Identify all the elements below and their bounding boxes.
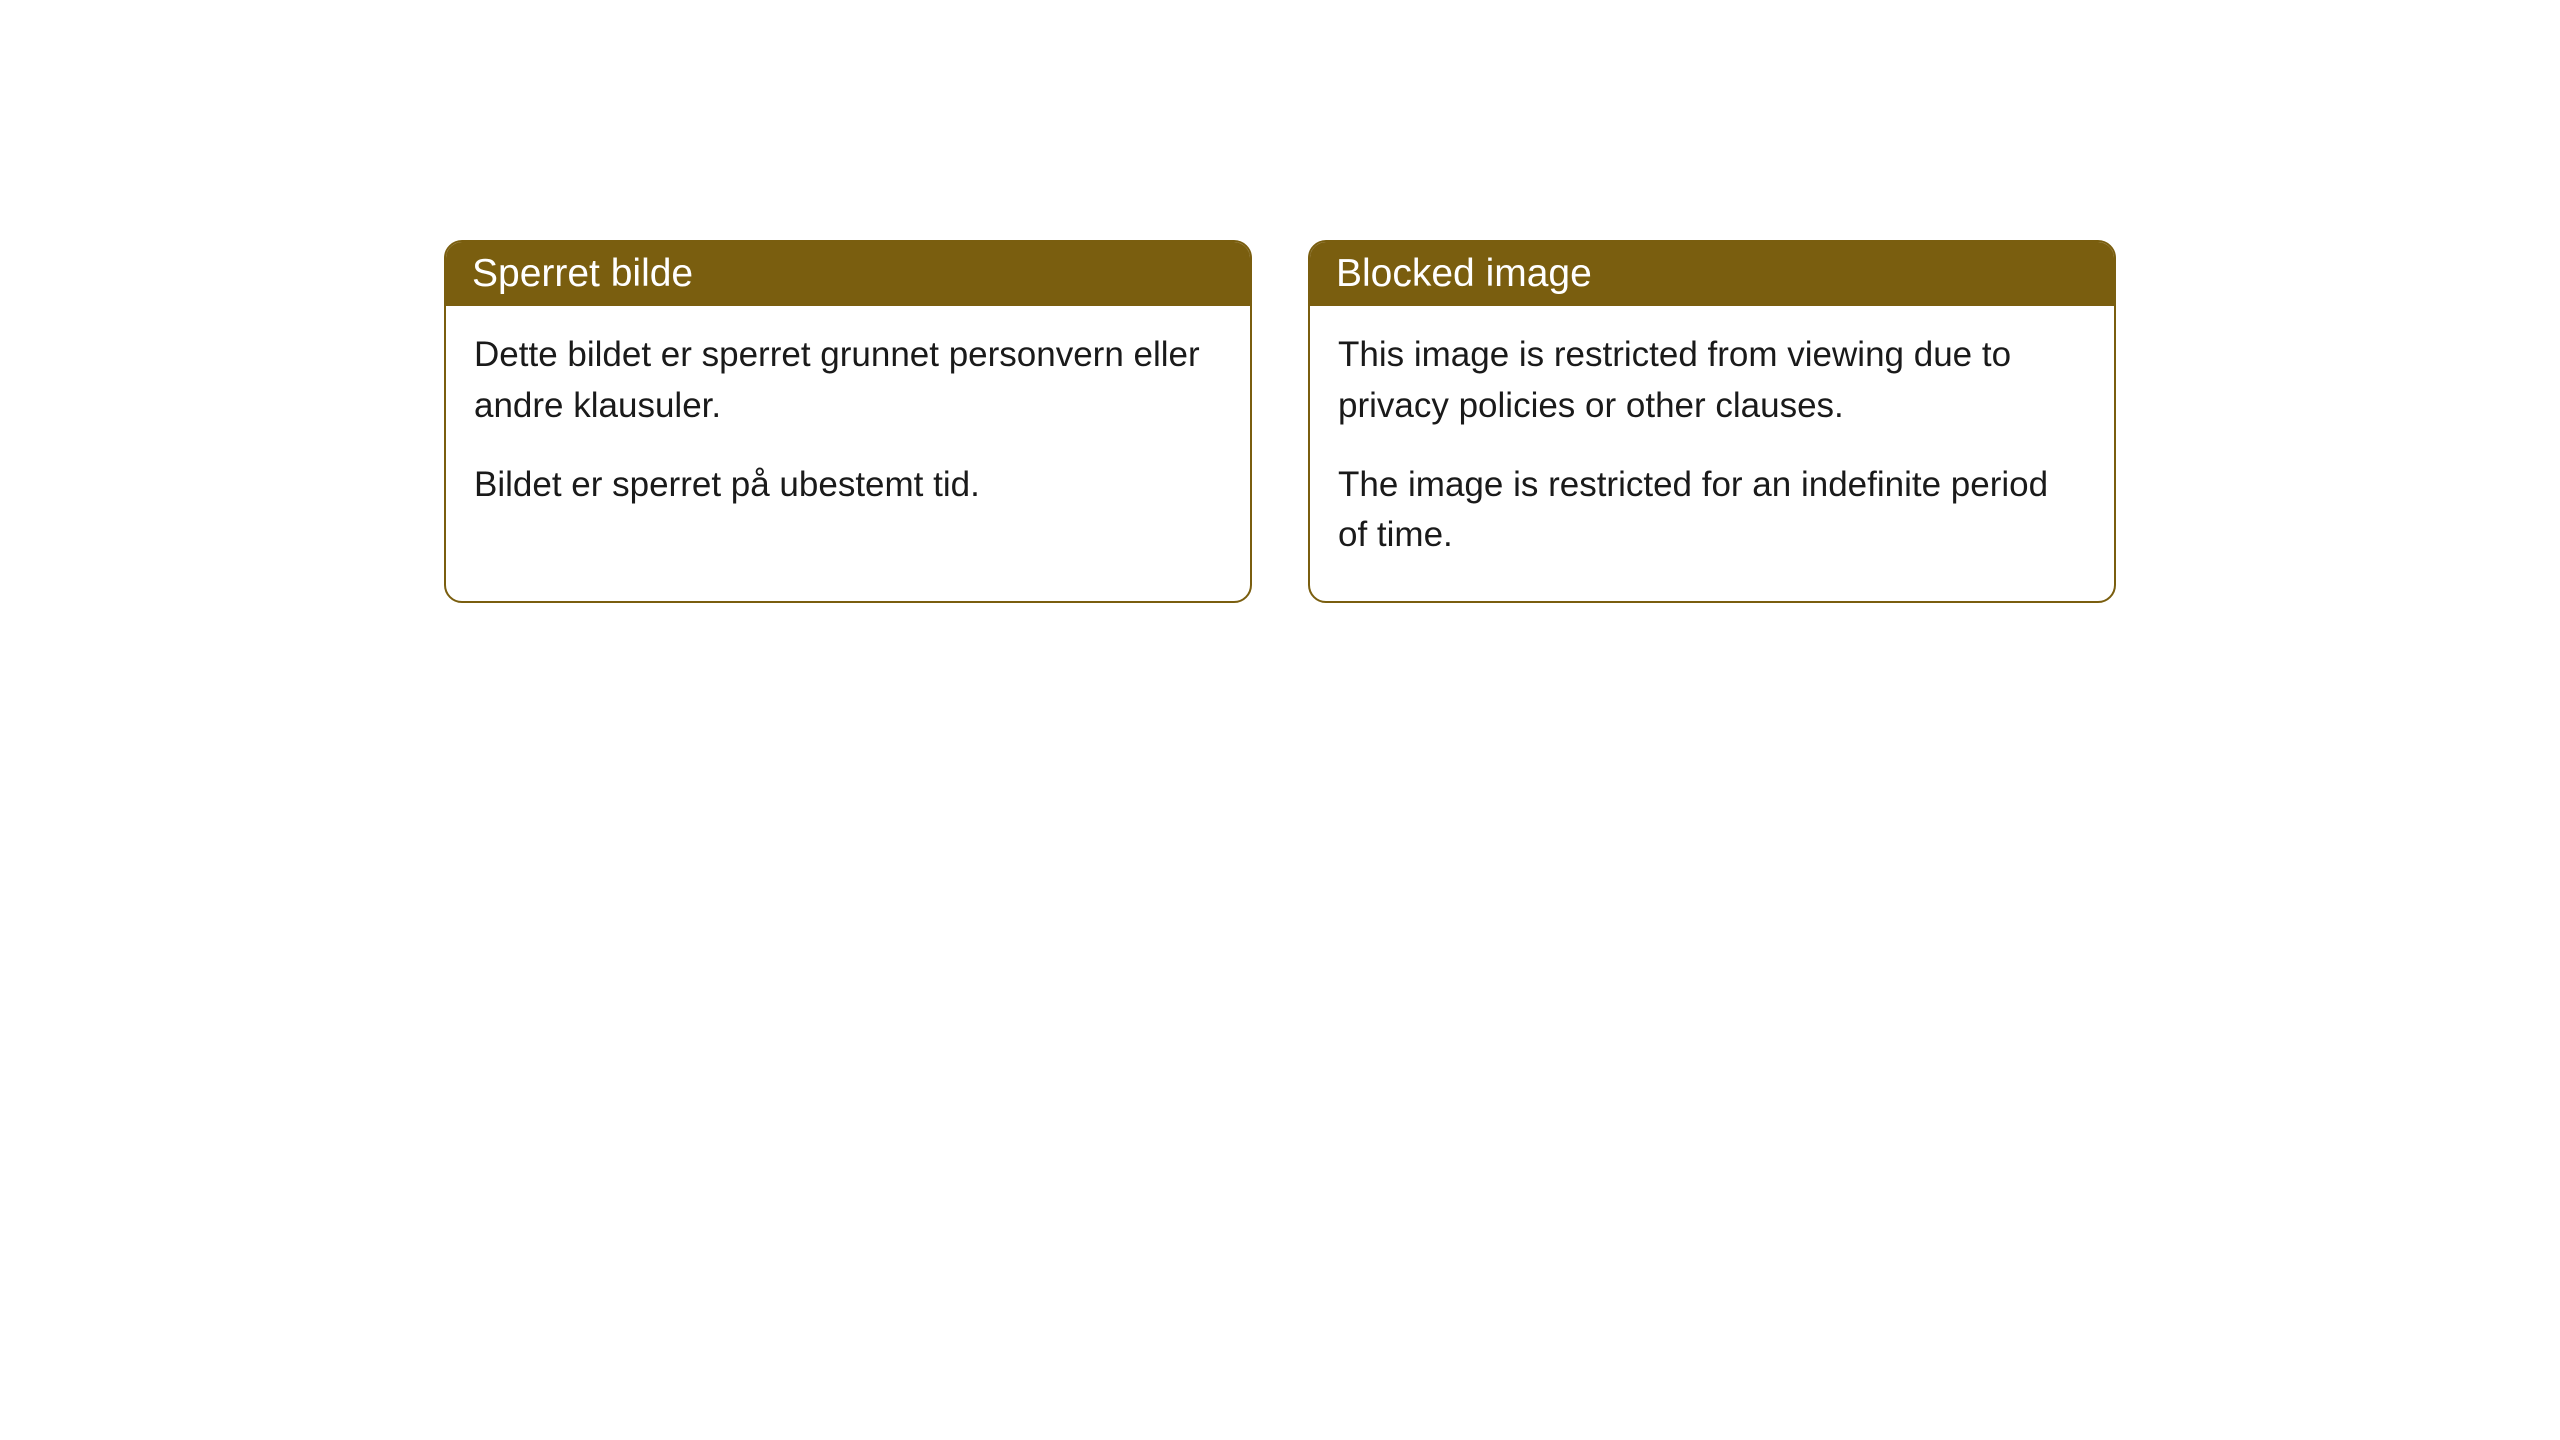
card-body-norwegian: Dette bildet er sperret grunnet personve… xyxy=(446,306,1250,550)
card-body-english: This image is restricted from viewing du… xyxy=(1310,306,2114,601)
cards-container: Sperret bilde Dette bildet er sperret gr… xyxy=(0,240,2560,603)
card-paragraph-1: This image is restricted from viewing du… xyxy=(1338,330,2086,432)
card-paragraph-1: Dette bildet er sperret grunnet personve… xyxy=(474,330,1222,432)
card-title: Blocked image xyxy=(1336,252,1592,295)
card-paragraph-2: The image is restricted for an indefinit… xyxy=(1338,460,2086,562)
card-header-norwegian: Sperret bilde xyxy=(446,242,1250,306)
card-header-english: Blocked image xyxy=(1310,242,2114,306)
card-english: Blocked image This image is restricted f… xyxy=(1308,240,2116,603)
card-title: Sperret bilde xyxy=(472,252,693,295)
card-paragraph-2: Bildet er sperret på ubestemt tid. xyxy=(474,460,1222,511)
card-norwegian: Sperret bilde Dette bildet er sperret gr… xyxy=(444,240,1252,603)
